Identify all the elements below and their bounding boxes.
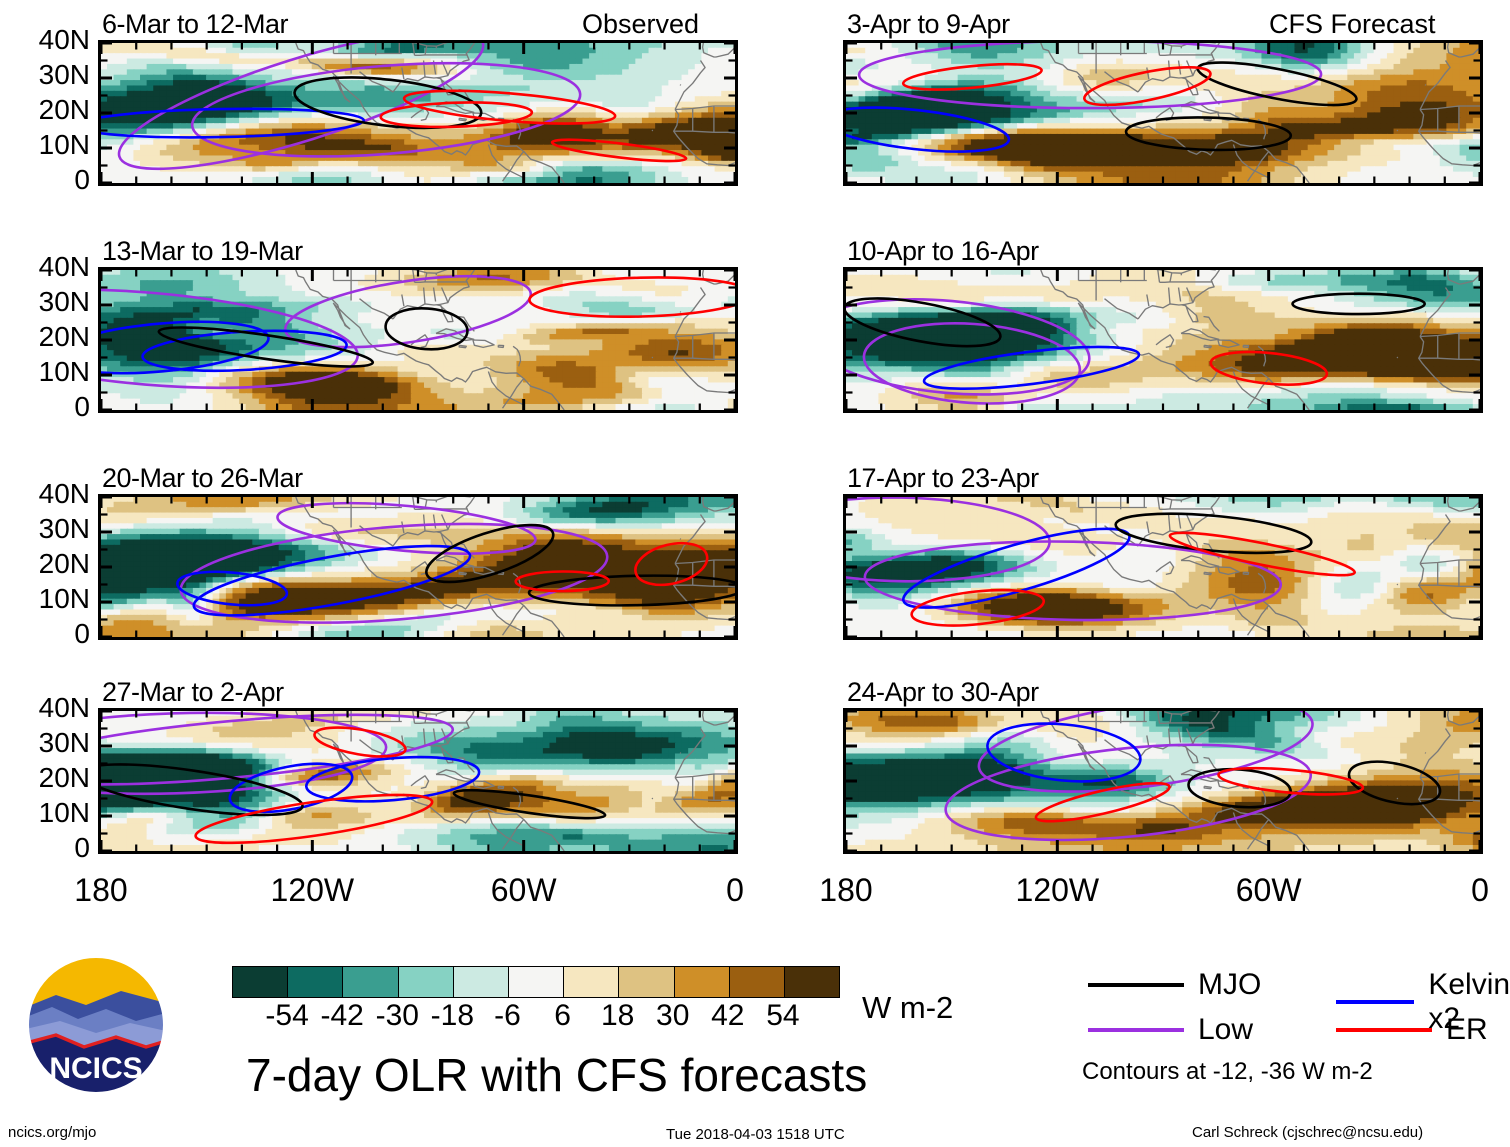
colorbar-tick-label: -18: [412, 999, 492, 1033]
olr-map-panel: [98, 267, 738, 413]
x-axis-label: 120W: [997, 872, 1117, 909]
panel-title-4: 27-Mar to 2-Apr: [102, 677, 284, 708]
colorbar-tick-label: 42: [688, 999, 768, 1033]
x-axis-label: 180: [786, 872, 906, 909]
footer-center: Tue 2018-04-03 1518 UTC: [666, 1126, 845, 1143]
olr-map-panel: [98, 494, 738, 640]
legend-label: Low: [1198, 1013, 1253, 1047]
olr-map-panel: [843, 40, 1483, 186]
legend-swatch: [1088, 1028, 1184, 1032]
y-axis-label: 30N: [0, 286, 90, 318]
colorbar-bin: [288, 967, 344, 997]
olr-map-panel: [843, 267, 1483, 413]
colorbar-tick-label: -54: [247, 999, 327, 1033]
column-header-forecast: CFS Forecast: [1269, 9, 1436, 40]
colorbar-bin: [564, 967, 620, 997]
legend-item-mjo: MJO: [1088, 968, 1261, 1002]
colorbar-tick-label: 18: [578, 999, 658, 1033]
footer-right: Carl Schreck (cjschrec@ncsu.edu): [1192, 1124, 1423, 1141]
legend-item-er: ER: [1336, 1013, 1488, 1047]
olr-map-panel: [98, 40, 738, 186]
y-axis-label: 20N: [0, 762, 90, 794]
legend-label: MJO: [1198, 968, 1261, 1002]
colorbar-tick-label: -30: [357, 999, 437, 1033]
colorbar-bin: [619, 967, 675, 997]
legend-swatch: [1336, 1028, 1432, 1032]
x-axis-label: 60W: [464, 872, 584, 909]
colorbar: [232, 966, 840, 998]
panel-title-6: 10-Apr to 16-Apr: [847, 236, 1039, 267]
colorbar-tick-label: 54: [743, 999, 823, 1033]
colorbar-tick-label: -6: [467, 999, 547, 1033]
legend-item-low: Low: [1088, 1013, 1253, 1047]
y-axis-label: 10N: [0, 129, 90, 161]
colorbar-bin: [674, 967, 730, 997]
ncics-logo: NCICS: [26, 955, 166, 1095]
panel-title-1: 6-Mar to 12-Mar: [102, 9, 289, 40]
y-axis-label: 40N: [0, 692, 90, 724]
legend-swatch: [1088, 983, 1184, 987]
y-axis-label: 10N: [0, 797, 90, 829]
colorbar-bin: [508, 967, 565, 997]
y-axis-label: 40N: [0, 251, 90, 283]
olr-map-panel: [843, 494, 1483, 640]
legend-label: Kelvin x2: [1428, 968, 1510, 1036]
footer-left[interactable]: ncics.org/mjo: [8, 1124, 96, 1141]
y-axis-label: 0: [0, 164, 90, 196]
y-axis-label: 40N: [0, 478, 90, 510]
colorbar-tick-label: 6: [523, 999, 603, 1033]
y-axis-label: 0: [0, 832, 90, 864]
colorbar-units: W m-2: [862, 990, 953, 1026]
y-axis-label: 0: [0, 618, 90, 650]
x-axis-label: 180: [41, 872, 161, 909]
colorbar-bin: [233, 967, 289, 997]
colorbar-bin: [453, 967, 509, 997]
colorbar-tick-label: -42: [302, 999, 382, 1033]
logo-text: NCICS: [49, 1052, 142, 1085]
y-axis-label: 20N: [0, 548, 90, 580]
colorbar-tick-label: 30: [633, 999, 713, 1033]
legend-label: ER: [1446, 1013, 1488, 1047]
colorbar-bin: [343, 967, 399, 997]
y-axis-label: 10N: [0, 356, 90, 388]
panel-title-5: 3-Apr to 9-Apr: [847, 9, 1010, 40]
column-header-observed: Observed: [582, 9, 699, 40]
colorbar-bin: [784, 967, 840, 997]
figure-title: 7-day OLR with CFS forecasts: [246, 1048, 867, 1102]
y-axis-label: 20N: [0, 94, 90, 126]
x-axis-label: 120W: [252, 872, 372, 909]
contour-note: Contours at -12, -36 W m-2: [1082, 1058, 1373, 1086]
olr-map-panel: [98, 708, 738, 854]
legend-swatch: [1336, 1000, 1415, 1004]
y-axis-label: 30N: [0, 59, 90, 91]
x-axis-label: 60W: [1209, 872, 1329, 909]
legend-item-kelvin-x2: Kelvin x2: [1336, 968, 1510, 1036]
x-axis-label: 0: [675, 872, 795, 909]
y-axis-label: 0: [0, 391, 90, 423]
olr-map-panel: [843, 708, 1483, 854]
y-axis-label: 30N: [0, 513, 90, 545]
y-axis-label: 20N: [0, 321, 90, 353]
x-axis-label: 0: [1420, 872, 1510, 909]
colorbar-bin: [729, 967, 785, 997]
panel-title-3: 20-Mar to 26-Mar: [102, 463, 303, 494]
colorbar-bin: [398, 967, 454, 997]
panel-title-7: 17-Apr to 23-Apr: [847, 463, 1039, 494]
y-axis-label: 40N: [0, 24, 90, 56]
y-axis-label: 10N: [0, 583, 90, 615]
panel-title-2: 13-Mar to 19-Mar: [102, 236, 303, 267]
y-axis-label: 30N: [0, 727, 90, 759]
panel-title-8: 24-Apr to 30-Apr: [847, 677, 1039, 708]
